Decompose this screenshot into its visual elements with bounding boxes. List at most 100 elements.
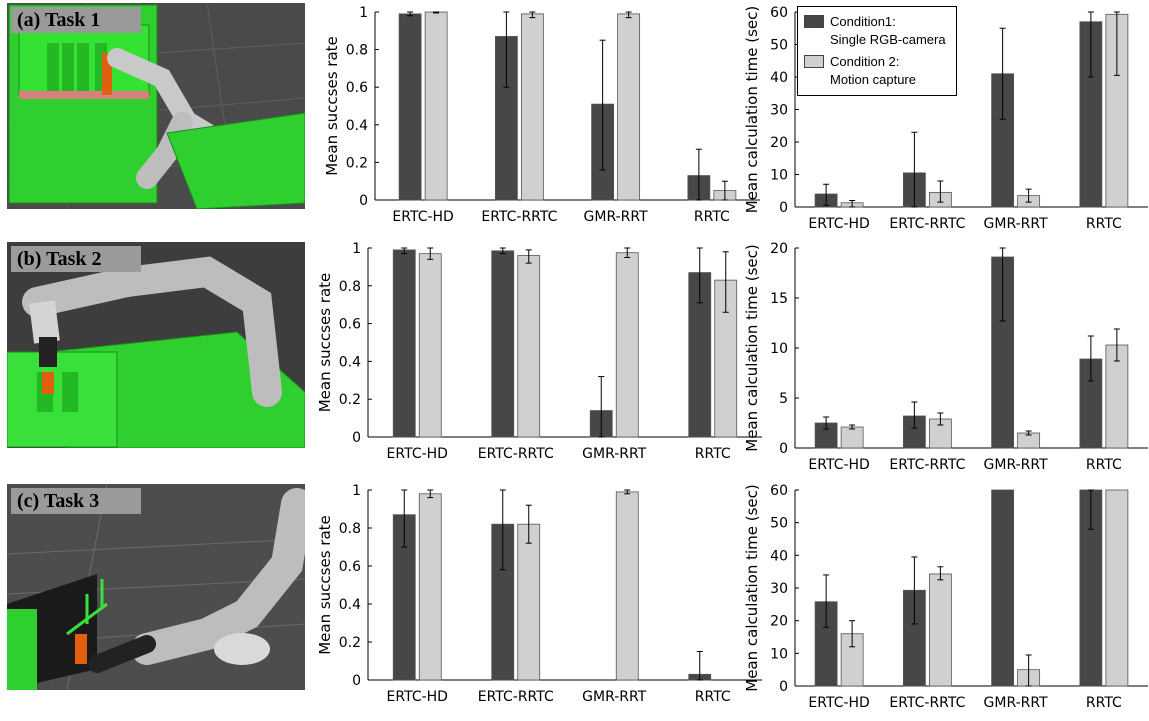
y-tick-label: 20 <box>770 614 788 630</box>
y-tick-label: 0.6 <box>339 559 361 575</box>
x-tick-label: ERTC-RRTC <box>481 209 557 225</box>
y-tick-label: 1 <box>352 241 361 257</box>
y-tick-label: 50 <box>770 516 788 532</box>
bar-ertc-rrtc-condition2 <box>517 523 541 681</box>
chart-svg: 0 10 20 30 40 50 60 Mean calculation time (sec)… <box>743 5 1148 232</box>
bar-ertc-rrtc-condition2 <box>517 255 541 438</box>
y-tick-label: 0 <box>352 673 361 689</box>
x-tick-label: ERTC-HD <box>808 216 869 232</box>
y-tick-label: 40 <box>770 70 788 86</box>
legend-label-condition1-line1: Condition1: <box>830 14 896 29</box>
x-tick-label: GMR-RRT <box>984 216 1049 232</box>
y-tick-label: 30 <box>770 581 788 597</box>
y-tick-label: 1 <box>359 5 368 21</box>
y-tick-label: 0.4 <box>346 118 368 134</box>
chart-svg: 0 0.2 0.4 0.6 0.8 1 Mean succses rate ERTC-HD ER… <box>316 483 762 705</box>
task1-calc-time-chart: 0 10 20 30 40 50 60 Mean calculation time (sec)… <box>740 0 1149 237</box>
task2-success-rate-chart: 0 0.2 0.4 0.6 0.8 1 Mean succses rate ERTC-HD ER… <box>310 236 764 467</box>
bar-gmr-rrt-condition2 <box>615 252 639 438</box>
task3-calc-time-chart: 0 10 20 30 40 50 60 Mean calculation time (sec)… <box>740 478 1149 716</box>
y-tick-label: 0 <box>779 679 788 695</box>
y-tick-label: 10 <box>770 341 788 357</box>
y-tick-label: 5 <box>779 391 788 407</box>
y-tick-label: 30 <box>770 103 788 119</box>
y-tick-label: 0 <box>352 430 361 446</box>
x-tick-label: RRTC <box>1086 457 1122 473</box>
chart-svg: 0 10 20 30 40 50 60 Mean calculation time (sec)… <box>743 483 1148 711</box>
bar-gmr-rrt-condition2 <box>617 13 641 201</box>
legend-label-condition2-line2: Motion capture <box>830 72 916 87</box>
y-tick-label: 0.2 <box>339 635 361 651</box>
bar-ertc-hd-condition2 <box>424 11 448 201</box>
bar-ertc-rrtc-condition1 <box>491 250 515 438</box>
task2-calc-time-chart: 0 5 10 15 20 Mean calculation time (sec) ERTC-… <box>740 236 1149 478</box>
y-axis-label: Mean succses rate <box>316 515 334 655</box>
y-tick-label: 0.4 <box>339 597 361 613</box>
x-tick-label: GMR-RRT <box>984 695 1049 711</box>
task3-label: (c) Task 3 <box>11 488 106 514</box>
x-tick-label: ERTC-RRTC <box>478 689 554 705</box>
x-tick-label: GMR-RRT <box>984 457 1049 473</box>
bar-ertc-hd-condition2 <box>418 493 442 681</box>
bar-ertc-rrtc-condition2 <box>520 13 544 201</box>
y-axis-label: Mean calculation time (sec) <box>743 484 761 692</box>
y-tick-label: 0.6 <box>339 317 361 333</box>
y-tick-label: 0.2 <box>346 155 368 171</box>
y-tick-label: 20 <box>770 135 788 151</box>
task2-scene-image: (b) Task 2 <box>7 242 305 448</box>
y-tick-label: 1 <box>352 483 361 499</box>
legend-swatch-condition1 <box>804 15 824 28</box>
y-tick-label: 60 <box>770 483 788 499</box>
bar-ertc-hd-condition1 <box>392 249 416 438</box>
x-tick-label: GMR-RRT <box>582 689 647 705</box>
y-tick-label: 0.8 <box>339 521 361 537</box>
task1-scene-image: (a) Task 1 <box>7 3 305 209</box>
y-tick-label: 0 <box>779 200 788 216</box>
y-tick-label: 0 <box>779 441 788 457</box>
y-tick-label: 0.2 <box>339 392 361 408</box>
x-tick-label: RRTC <box>1086 216 1122 232</box>
y-axis-label: Mean succses rate <box>316 273 334 413</box>
y-tick-label: 0.4 <box>339 354 361 370</box>
task3-success-rate-chart: 0 0.2 0.4 0.6 0.8 1 Mean succses rate ERTC-HD ER… <box>310 478 764 710</box>
x-tick-label: ERTC-HD <box>808 457 869 473</box>
x-tick-label: ERTC-HD <box>387 689 448 705</box>
bar-ertc-hd-condition2 <box>418 253 442 438</box>
task1-success-rate-chart: 0 0.2 0.4 0.6 0.8 1 Mean succses rate ERTC-HD ER… <box>310 0 762 230</box>
y-axis-label: Mean succses rate <box>323 36 341 176</box>
y-tick-label: 60 <box>770 5 788 21</box>
x-tick-label: ERTC-RRTC <box>889 457 965 473</box>
y-tick-label: 0.6 <box>346 80 368 96</box>
bar-gmr-rrt-condition1 <box>991 489 1015 687</box>
task3-scene-image: (c) Task 3 <box>7 484 305 690</box>
y-tick-label: 15 <box>770 291 788 307</box>
x-tick-label: ERTC-RRTC <box>889 695 965 711</box>
y-tick-label: 10 <box>770 168 788 184</box>
task1-label: (a) Task 1 <box>11 7 107 33</box>
y-tick-label: 50 <box>770 38 788 54</box>
x-tick-label: RRTC <box>1086 695 1122 711</box>
y-tick-label: 0 <box>359 193 368 209</box>
bar-ertc-hd-condition1 <box>398 13 422 201</box>
y-tick-label: 0.8 <box>346 43 368 59</box>
bar-ertc-hd-condition2 <box>840 426 864 449</box>
chart-svg: 0 5 10 15 20 Mean calculation time (sec) ERTC-… <box>743 241 1148 473</box>
bar-rrtc-condition2 <box>1105 489 1129 687</box>
legend-label-condition2-line1: Condition 2: <box>830 54 900 69</box>
chart-svg: 0 0.2 0.4 0.6 0.8 1 Mean succses rate ERTC-HD ER… <box>316 241 762 462</box>
y-tick-label: 20 <box>770 241 788 257</box>
x-tick-label: GMR-RRT <box>584 209 649 225</box>
legend-label-condition1-line2: Single RGB-camera <box>830 32 946 47</box>
bar-gmr-rrt-condition2 <box>615 491 639 681</box>
y-axis-label: Mean calculation time (sec) <box>743 6 761 214</box>
x-tick-label: GMR-RRT <box>582 446 647 462</box>
chart-svg: 0 0.2 0.4 0.6 0.8 1 Mean succses rate ERTC-HD ER… <box>323 5 760 225</box>
x-tick-label: RRTC <box>694 209 730 225</box>
y-tick-label: 0.8 <box>339 279 361 295</box>
x-tick-label: RRTC <box>695 446 731 462</box>
x-tick-label: ERTC-RRTC <box>478 446 554 462</box>
x-tick-label: ERTC-RRTC <box>889 216 965 232</box>
y-tick-label: 10 <box>770 646 788 662</box>
x-tick-label: RRTC <box>695 689 731 705</box>
y-tick-label: 40 <box>770 548 788 564</box>
